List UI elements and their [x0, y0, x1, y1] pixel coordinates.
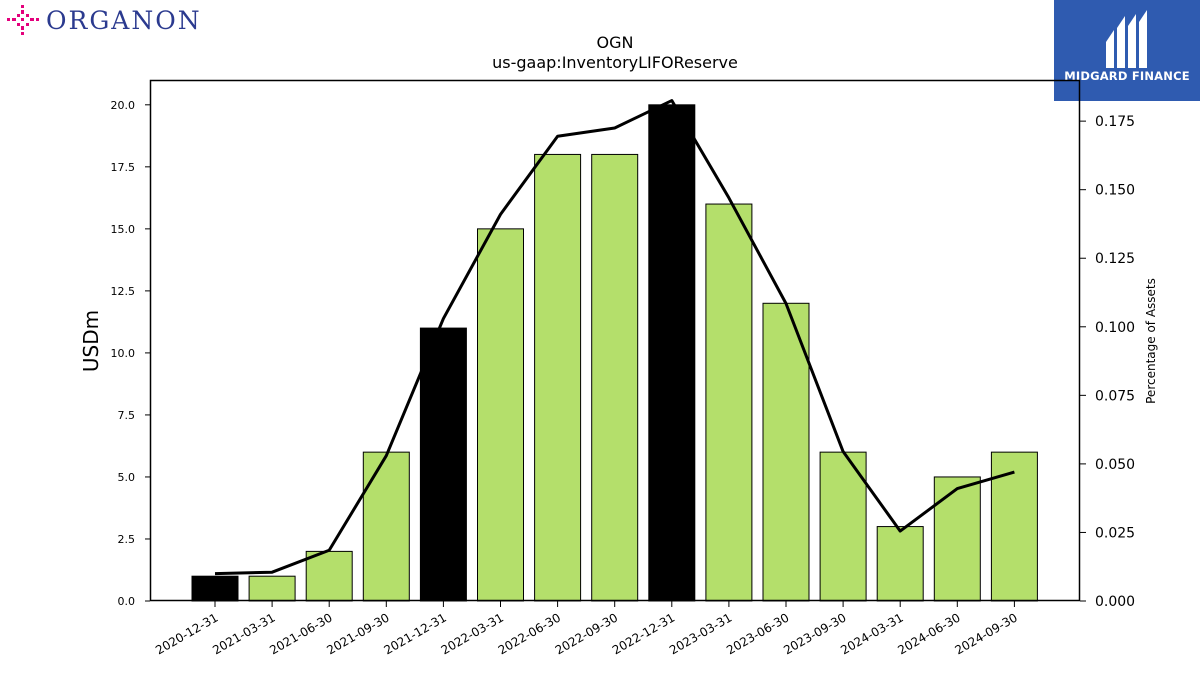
y2-tick-label: 0.075 — [1095, 388, 1135, 404]
bar — [419, 327, 467, 602]
x-tick-label: 2021-12-31 — [381, 610, 448, 657]
organon-logo: ORGANON — [6, 4, 202, 36]
bar — [534, 153, 582, 602]
bar — [362, 451, 410, 602]
plot-frame — [149, 79, 1081, 602]
x-tick-label: 2023-09-30 — [781, 610, 848, 657]
x-tick-label: 2022-06-30 — [496, 610, 563, 657]
x-tick-label: 2021-03-31 — [210, 610, 277, 657]
x-tick-label: 2023-03-31 — [667, 610, 734, 657]
y2-axis-label: Percentage of Assets — [1144, 278, 1158, 404]
midgard-finance-wordmark: MIDGARD FINANCE — [1064, 69, 1190, 83]
line-series — [214, 99, 1015, 576]
bar — [990, 451, 1038, 602]
y-tick-label: 15.0 — [111, 223, 136, 236]
organon-cross-icon — [7, 5, 39, 35]
bar — [933, 476, 981, 602]
x-tick-label: 2024-09-30 — [952, 610, 1019, 657]
organon-wordmark: ORGANON — [46, 5, 202, 35]
y2-tick-label: 0.025 — [1095, 525, 1135, 541]
bar — [648, 104, 696, 602]
y-tick-label: 2.5 — [118, 533, 136, 546]
y2-tick-label: 0.175 — [1095, 114, 1135, 130]
x-tick-label: 2021-09-30 — [324, 610, 391, 657]
chart-subtitle: us-gaap:InventoryLIFOReserve — [492, 53, 738, 72]
y2-tick-label: 0.150 — [1095, 183, 1135, 199]
y-tick-label: 12.5 — [111, 285, 136, 298]
bar — [762, 302, 810, 602]
y-tick-label: 7.5 — [118, 409, 136, 422]
bar — [819, 451, 867, 602]
y-tick-label: 17.5 — [111, 161, 136, 174]
y-tick-label: 20.0 — [111, 99, 136, 112]
bar — [705, 203, 753, 602]
midgard-emblem-icon — [1106, 10, 1147, 68]
x-tick-label: 2022-09-30 — [553, 610, 620, 657]
x-tick-label: 2022-12-31 — [610, 610, 677, 657]
y2-tick-label: 0.000 — [1095, 594, 1135, 610]
x-tick-label: 2023-06-30 — [724, 610, 791, 657]
midgard-finance-logo: MIDGARD FINANCE — [1054, 0, 1200, 101]
bar — [305, 550, 353, 602]
y-tick-label: 10.0 — [111, 347, 136, 360]
y-tick-label: 0.0 — [118, 595, 136, 608]
y-axis-left: 0.0 2.5 5.0 7.5 10.0 12.5 15.0 17.5 20.0 — [111, 99, 150, 608]
y2-tick-label: 0.125 — [1095, 251, 1135, 267]
x-tick-label: 2024-03-31 — [838, 610, 905, 657]
x-tick-label: 2020-12-31 — [153, 610, 220, 657]
bar — [591, 153, 639, 602]
x-tick-label: 2022-03-31 — [439, 610, 506, 657]
y-axis-label: USDm — [79, 310, 103, 372]
y-axis-right: 0.000 0.025 0.050 0.075 0.100 0.125 0.150 0.175 — [1080, 114, 1135, 610]
x-axis: 2020-12-312021-03-312021-06-302021-09-30… — [153, 601, 1020, 657]
y2-tick-label: 0.050 — [1095, 457, 1135, 473]
y-tick-label: 5.0 — [118, 471, 136, 484]
x-tick-label: 2021-06-30 — [267, 610, 334, 657]
chart-title: OGN — [597, 33, 634, 52]
percentage-line — [214, 99, 1015, 576]
bar — [191, 575, 239, 602]
bar-series — [191, 104, 1038, 602]
bar — [477, 228, 524, 602]
bar — [248, 575, 296, 602]
y2-tick-label: 0.100 — [1095, 320, 1135, 336]
bar — [876, 526, 924, 602]
x-tick-label: 2024-06-30 — [895, 610, 962, 657]
